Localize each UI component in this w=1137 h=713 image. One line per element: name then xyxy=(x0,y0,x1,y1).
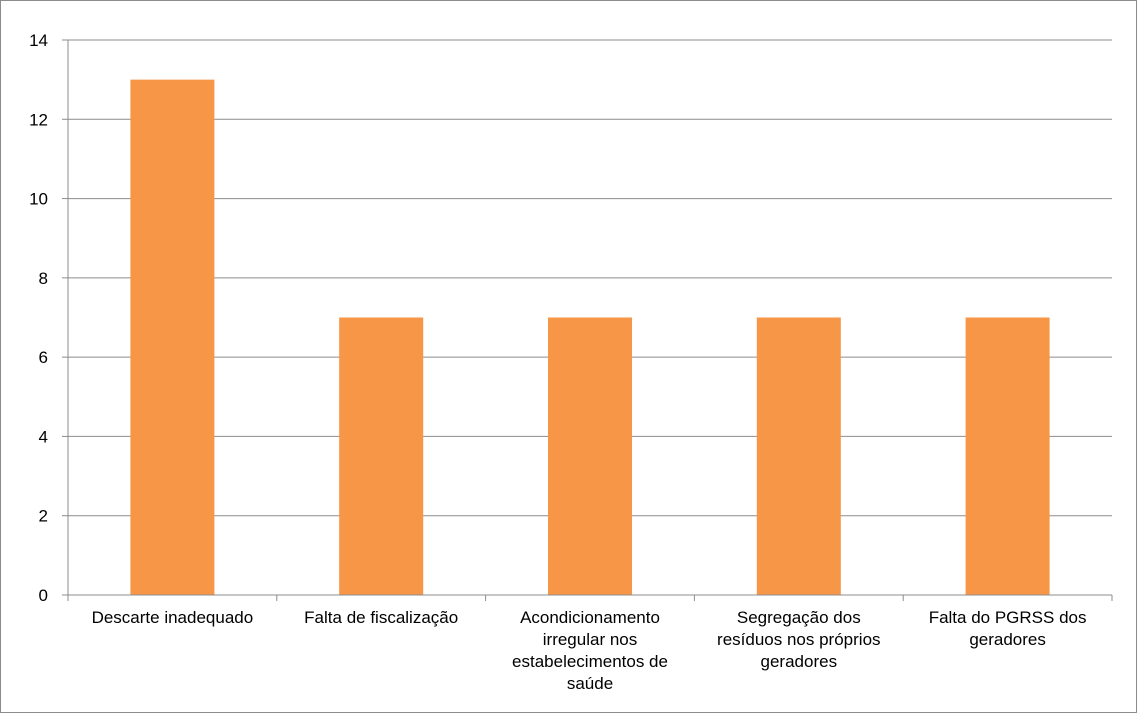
bar xyxy=(339,317,424,595)
y-tick-label: 10 xyxy=(29,190,48,209)
x-tick-labels: Descarte inadequado Falta de fiscalização… xyxy=(92,608,1087,693)
x-tick-label-line: Descarte inadequado xyxy=(92,608,254,627)
x-tick-label-line: saúde xyxy=(567,674,613,693)
y-tick-label: 2 xyxy=(39,507,48,526)
axes xyxy=(62,39,1113,601)
x-tick-label: Acondicionamento irregular nos estabelecim… xyxy=(512,608,668,693)
bar xyxy=(548,317,632,595)
x-tick-label-line: Falta do PGRSS dos xyxy=(929,608,1087,627)
x-tick-label: Segregação dos resíduos nos próprios gerad… xyxy=(717,608,880,671)
x-tick-label: Falta de fiscalização xyxy=(304,608,458,627)
y-tick-label: 14 xyxy=(29,31,48,50)
x-tick-label-line: Acondicionamento xyxy=(520,608,660,627)
x-tick-label: Descarte inadequado xyxy=(92,608,254,627)
x-tick-label-line: Falta de fiscalização xyxy=(304,608,458,627)
y-tick-label: 0 xyxy=(39,586,48,605)
y-tick-label: 4 xyxy=(39,427,48,446)
gridlines xyxy=(68,39,1112,517)
y-tick-label: 6 xyxy=(39,348,48,367)
y-tick-label: 8 xyxy=(39,269,48,288)
bar xyxy=(756,317,841,595)
x-tick-label: Falta do PGRSS dos geradores xyxy=(929,608,1087,649)
x-tick-label-line: Segregação dos xyxy=(737,608,861,627)
x-tick-label-line: resíduos nos próprios xyxy=(717,630,880,649)
x-tick-label-line: irregular nos xyxy=(543,630,638,649)
x-tick-label-line: geradores xyxy=(969,630,1046,649)
bars xyxy=(130,79,1050,595)
bar xyxy=(965,317,1050,595)
x-tick-label-line: geradores xyxy=(761,652,838,671)
y-tick-labels: 0 2 4 6 8 10 12 14 xyxy=(29,31,48,605)
y-tick-label: 12 xyxy=(29,110,48,129)
x-tick-label-line: estabelecimentos de xyxy=(512,652,668,671)
bar xyxy=(130,79,215,595)
